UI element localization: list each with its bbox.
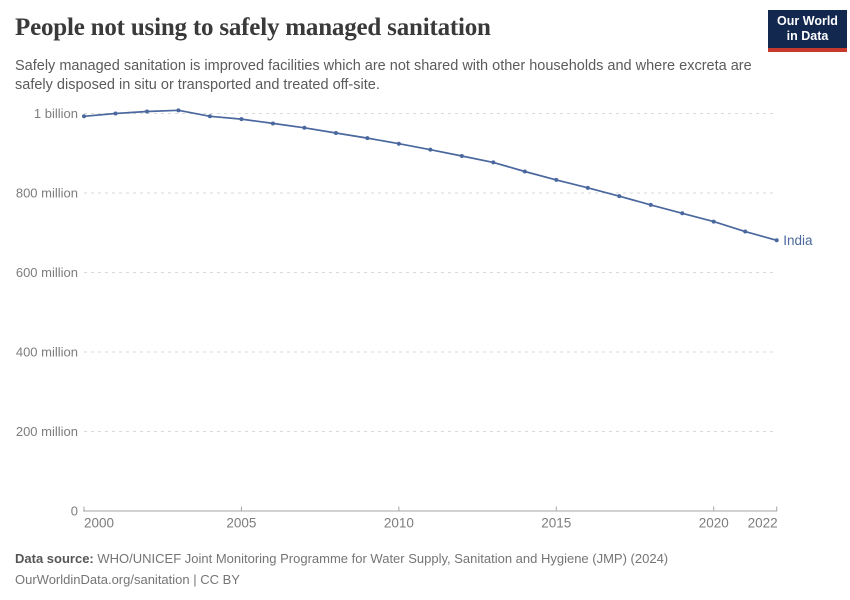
data-point	[585, 185, 590, 190]
series-end-label-india: India	[783, 233, 813, 248]
data-point	[82, 114, 86, 119]
data-point	[396, 141, 401, 146]
data-point	[711, 219, 716, 224]
x-tick-label: 2005	[226, 516, 256, 531]
data-point	[207, 114, 212, 119]
license-line: OurWorldinData.org/sanitation | CC BY	[15, 572, 240, 587]
owid-logo: Our World in Data	[768, 10, 847, 52]
y-tick-label: 600 million	[16, 265, 78, 280]
data-point	[270, 121, 275, 126]
y-tick-label: 1 billion	[34, 106, 78, 121]
y-tick-label: 200 million	[16, 424, 78, 439]
y-tick-label: 800 million	[16, 186, 78, 201]
data-point	[239, 117, 244, 122]
owid-logo-line2: in Data	[786, 29, 829, 43]
data-source-text: WHO/UNICEF Joint Monitoring Programme fo…	[93, 551, 669, 566]
data-point	[459, 154, 464, 159]
y-tick-label: 400 million	[16, 345, 78, 360]
data-point	[522, 169, 527, 174]
data-point	[428, 147, 433, 152]
data-point	[302, 125, 307, 130]
data-point	[617, 194, 622, 199]
x-tick-label: 2022	[748, 516, 778, 531]
page-title: People not using to safely managed sanit…	[15, 14, 491, 41]
data-point	[113, 111, 118, 116]
data-source-label: Data source:	[15, 551, 94, 566]
data-point	[774, 238, 779, 243]
data-point	[365, 136, 370, 141]
data-point	[743, 229, 748, 234]
data-point	[648, 202, 653, 207]
chart-footer: Data source: WHO/UNICEF Joint Monitoring…	[15, 548, 668, 590]
data-source-line: Data source: WHO/UNICEF Joint Monitoring…	[15, 548, 668, 569]
data-point	[680, 211, 685, 216]
data-point	[176, 108, 181, 113]
x-tick-label: 2020	[699, 516, 729, 531]
x-tick-label: 2015	[541, 516, 571, 531]
data-point	[491, 160, 496, 165]
data-point	[554, 177, 559, 182]
data-point	[333, 130, 338, 135]
x-tick-label: 2000	[84, 516, 114, 531]
x-tick-label: 2010	[384, 516, 414, 531]
chart-subtitle: Safely managed sanitation is improved fa…	[15, 58, 752, 94]
y-tick-label: 0	[71, 504, 78, 519]
series-line-india	[83, 109, 777, 242]
owid-logo-line1: Our World	[777, 13, 838, 28]
data-point	[144, 109, 149, 114]
